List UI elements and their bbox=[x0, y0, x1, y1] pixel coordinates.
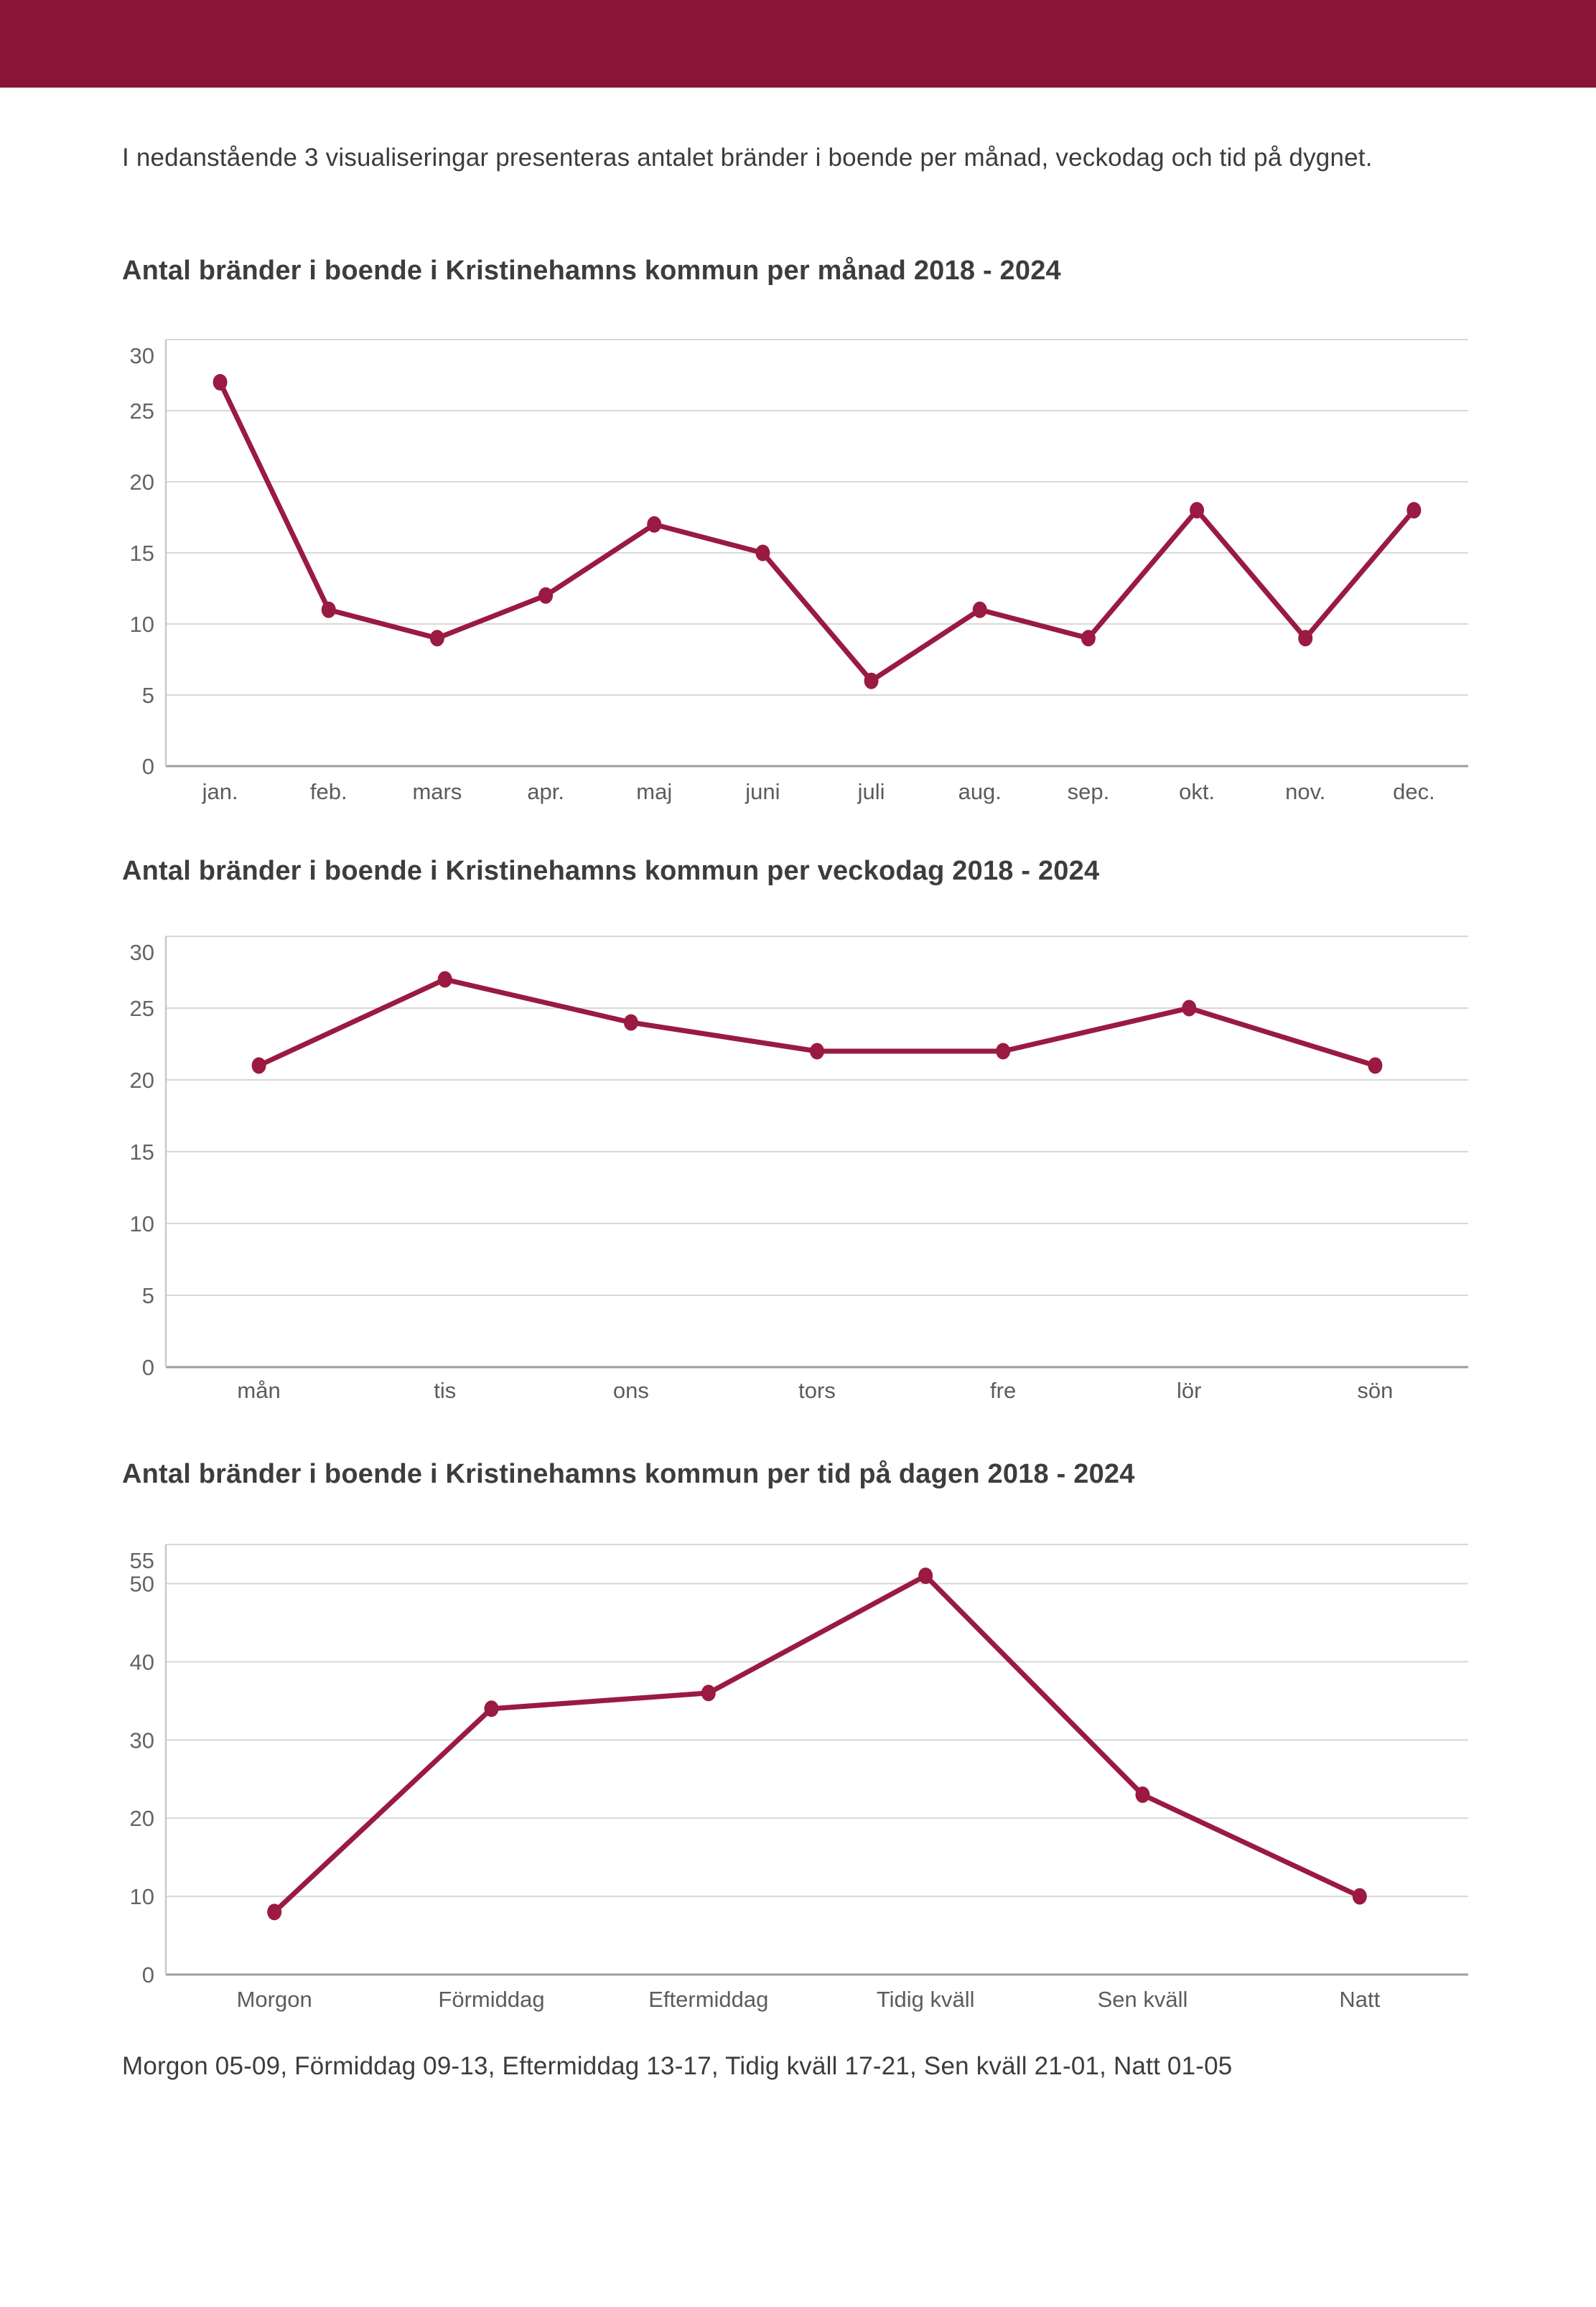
intro-text: I nedanstående 3 visualiseringar present… bbox=[122, 144, 1373, 172]
data-point bbox=[1352, 1888, 1367, 1905]
y-tick-label: 30 bbox=[130, 940, 154, 965]
y-tick-label: 25 bbox=[130, 399, 154, 424]
y-tick-label: 5 bbox=[142, 1283, 154, 1308]
weekday-fires-line-chart: 0 5 10 15 20 25 30 mån tis ons tors fre lör sön bbox=[130, 936, 1468, 1403]
footer-note: Morgon 05-09, Förmiddag 09-13, Eftermidd… bbox=[122, 2052, 1233, 2080]
y-tick-label: 50 bbox=[130, 1571, 154, 1596]
x-axis-label: maj bbox=[636, 779, 672, 804]
y-tick-label: 30 bbox=[130, 343, 154, 368]
x-axis-label: Tidig kväll bbox=[877, 1987, 975, 2012]
data-point bbox=[484, 1700, 499, 1718]
chart-title-monthly: Antal bränder i boende i Kristinehamns k… bbox=[122, 256, 1061, 286]
y-tick-label: 10 bbox=[130, 612, 154, 637]
x-axis-label: Morgon bbox=[237, 1987, 312, 2012]
data-point bbox=[267, 1903, 282, 1921]
data-point bbox=[1406, 502, 1422, 519]
data-point bbox=[1368, 1057, 1383, 1074]
x-axis-label: jan. bbox=[202, 779, 238, 804]
x-axis-label: sep. bbox=[1068, 779, 1110, 804]
x-axis-label: feb. bbox=[310, 779, 347, 804]
x-axis-label: ons bbox=[613, 1378, 649, 1403]
y-tick-label: 30 bbox=[130, 1728, 154, 1753]
monthly-fires-line-chart: 0 5 10 15 20 25 30 jan. feb. mars apr. maj juni juli a… bbox=[130, 339, 1468, 804]
data-point bbox=[213, 373, 228, 391]
data-point bbox=[864, 672, 879, 689]
header-bar bbox=[0, 0, 1596, 88]
y-tick-label: 10 bbox=[130, 1884, 154, 1909]
y-tick-label: 25 bbox=[130, 996, 154, 1021]
x-axis-label: dec. bbox=[1393, 779, 1435, 804]
y-tick-label: 0 bbox=[142, 1962, 154, 1987]
x-axis-label: mån bbox=[237, 1378, 280, 1403]
y-tick-label: 20 bbox=[130, 1068, 154, 1093]
data-point bbox=[755, 544, 770, 561]
x-axis-label: juni bbox=[745, 779, 780, 804]
data-point bbox=[918, 1567, 933, 1585]
data-point bbox=[647, 516, 662, 533]
data-point bbox=[996, 1043, 1011, 1060]
data-point bbox=[1081, 630, 1096, 647]
y-tick-label: 0 bbox=[142, 1355, 154, 1380]
data-point bbox=[321, 601, 336, 618]
y-tick-label: 55 bbox=[130, 1548, 154, 1573]
data-point bbox=[972, 601, 987, 618]
x-axis-label: nov. bbox=[1285, 779, 1325, 804]
data-point bbox=[429, 630, 444, 647]
y-tick-label: 5 bbox=[142, 683, 154, 708]
y-tick-label: 15 bbox=[130, 541, 154, 566]
y-tick-label: 10 bbox=[130, 1211, 154, 1236]
data-line bbox=[271, 1573, 1363, 1915]
data-point bbox=[1190, 502, 1205, 519]
data-point bbox=[701, 1684, 716, 1702]
x-axis-label: aug. bbox=[958, 779, 1002, 804]
data-point bbox=[1135, 1786, 1150, 1804]
data-point bbox=[623, 1014, 638, 1031]
x-axis-label: sön bbox=[1357, 1378, 1393, 1403]
data-point bbox=[810, 1043, 824, 1060]
chart-title-time-of-day: Antal bränder i boende i Kristinehamns k… bbox=[122, 1459, 1135, 1489]
y-tick-label: 20 bbox=[130, 470, 154, 495]
x-axis-label: okt. bbox=[1179, 779, 1215, 804]
x-axis-label: Eftermiddag bbox=[648, 1987, 768, 2012]
x-axis-label: tis bbox=[434, 1378, 456, 1403]
x-axis-label: Förmiddag bbox=[438, 1987, 544, 2012]
x-axis-label: Sen kväll bbox=[1098, 1987, 1188, 2012]
x-axis-label: juli bbox=[857, 779, 885, 804]
data-point bbox=[538, 587, 554, 604]
x-axis-label: Natt bbox=[1339, 1987, 1380, 2012]
x-axis-label: apr. bbox=[527, 779, 564, 804]
y-tick-label: 15 bbox=[130, 1139, 154, 1165]
data-point bbox=[1182, 999, 1197, 1017]
y-tick-label: 0 bbox=[142, 754, 154, 779]
x-axis-label: tors bbox=[798, 1378, 836, 1403]
data-line bbox=[218, 379, 1417, 684]
y-tick-label: 20 bbox=[130, 1806, 154, 1831]
chart-title-weekday: Antal bränder i boende i Kristinehamns k… bbox=[122, 856, 1100, 886]
data-point bbox=[437, 971, 452, 988]
data-point bbox=[1298, 630, 1313, 647]
data-point bbox=[251, 1057, 266, 1074]
y-tick-label: 40 bbox=[130, 1649, 154, 1674]
x-axis-label: mars bbox=[412, 779, 462, 804]
x-axis-label: fre bbox=[990, 1378, 1016, 1403]
x-axis-label: lör bbox=[1177, 1378, 1201, 1403]
